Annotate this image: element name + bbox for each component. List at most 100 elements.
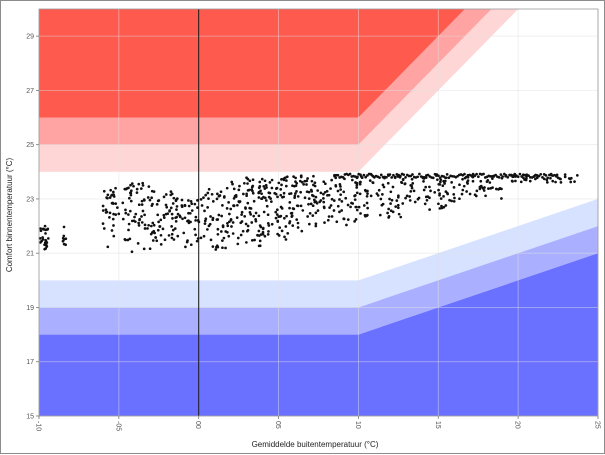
data-point [162, 195, 166, 199]
x-tick-label: 25 [594, 421, 601, 429]
data-point [465, 190, 468, 193]
data-point [202, 196, 205, 200]
data-point [106, 193, 110, 197]
data-point [268, 181, 272, 184]
data-point [267, 230, 270, 233]
data-point [500, 197, 503, 200]
data-point [176, 234, 180, 238]
data-point [330, 215, 334, 218]
data-point [262, 185, 266, 188]
data-point [228, 212, 231, 216]
data-point [546, 176, 550, 180]
data-point [141, 209, 145, 213]
data-point [312, 174, 315, 178]
data-point [400, 180, 403, 184]
data-point [152, 190, 156, 193]
data-point [168, 209, 172, 212]
data-point [226, 221, 229, 225]
data-point [567, 177, 571, 180]
data-point [146, 227, 149, 230]
data-point [104, 208, 108, 212]
data-point [306, 215, 309, 218]
data-point [196, 206, 199, 209]
y-tick-label: 15 [26, 414, 34, 421]
data-point [111, 217, 115, 221]
data-point [404, 196, 407, 200]
data-point [300, 180, 304, 184]
data-point [171, 217, 174, 220]
data-point [312, 183, 315, 187]
data-point [305, 183, 308, 186]
data-point [353, 220, 356, 223]
data-point [102, 189, 106, 193]
data-point [394, 205, 398, 208]
data-point [330, 178, 333, 182]
data-point [296, 195, 300, 198]
data-point [350, 178, 354, 182]
data-point [112, 224, 115, 227]
data-point [182, 231, 186, 235]
data-point [112, 195, 116, 198]
data-point [362, 173, 366, 177]
data-point [466, 182, 469, 185]
data-point [437, 174, 440, 178]
data-point [476, 175, 480, 179]
data-point [111, 202, 115, 205]
data-point [429, 189, 432, 193]
data-point [296, 221, 300, 225]
data-point [234, 193, 238, 197]
data-point [559, 181, 563, 184]
data-point [438, 207, 442, 210]
data-point [377, 188, 381, 192]
data-point [141, 181, 145, 185]
data-point [129, 199, 133, 203]
data-point [159, 233, 163, 237]
data-point [313, 181, 317, 185]
data-point [325, 189, 329, 193]
data-point [146, 196, 150, 199]
data-point [263, 196, 267, 200]
data-point [203, 222, 207, 225]
data-point [425, 198, 429, 202]
data-point [270, 186, 274, 190]
data-point [438, 176, 442, 180]
data-point [355, 186, 359, 189]
data-point [161, 227, 165, 231]
data-point [294, 184, 298, 188]
data-point [248, 206, 252, 210]
data-point [101, 209, 105, 212]
data-point [364, 175, 368, 179]
data-point [288, 206, 291, 210]
data-point [378, 176, 381, 180]
data-point [121, 201, 125, 205]
data-point [295, 189, 298, 193]
data-point [443, 179, 447, 183]
data-point [273, 191, 277, 195]
data-point [187, 204, 191, 208]
data-point [210, 192, 214, 196]
data-point [248, 179, 252, 183]
data-point [215, 197, 219, 201]
data-point [296, 226, 300, 229]
data-point [45, 241, 49, 244]
data-point [170, 192, 174, 196]
data-point [483, 186, 486, 189]
band-cool-light [39, 198, 598, 308]
data-point [522, 176, 525, 180]
data-point [398, 174, 402, 178]
x-tick-label: 00 [194, 421, 201, 429]
data-point [354, 205, 358, 209]
data-point [140, 203, 144, 206]
data-point [39, 241, 42, 244]
data-point [203, 209, 206, 213]
data-point [342, 217, 346, 221]
data-point [260, 177, 264, 181]
data-point [197, 220, 201, 224]
data-point [232, 197, 236, 200]
data-point [323, 190, 327, 194]
data-point [138, 217, 142, 221]
data-point [200, 204, 204, 207]
data-point [453, 196, 456, 200]
data-point [330, 197, 334, 201]
data-point [227, 234, 231, 238]
